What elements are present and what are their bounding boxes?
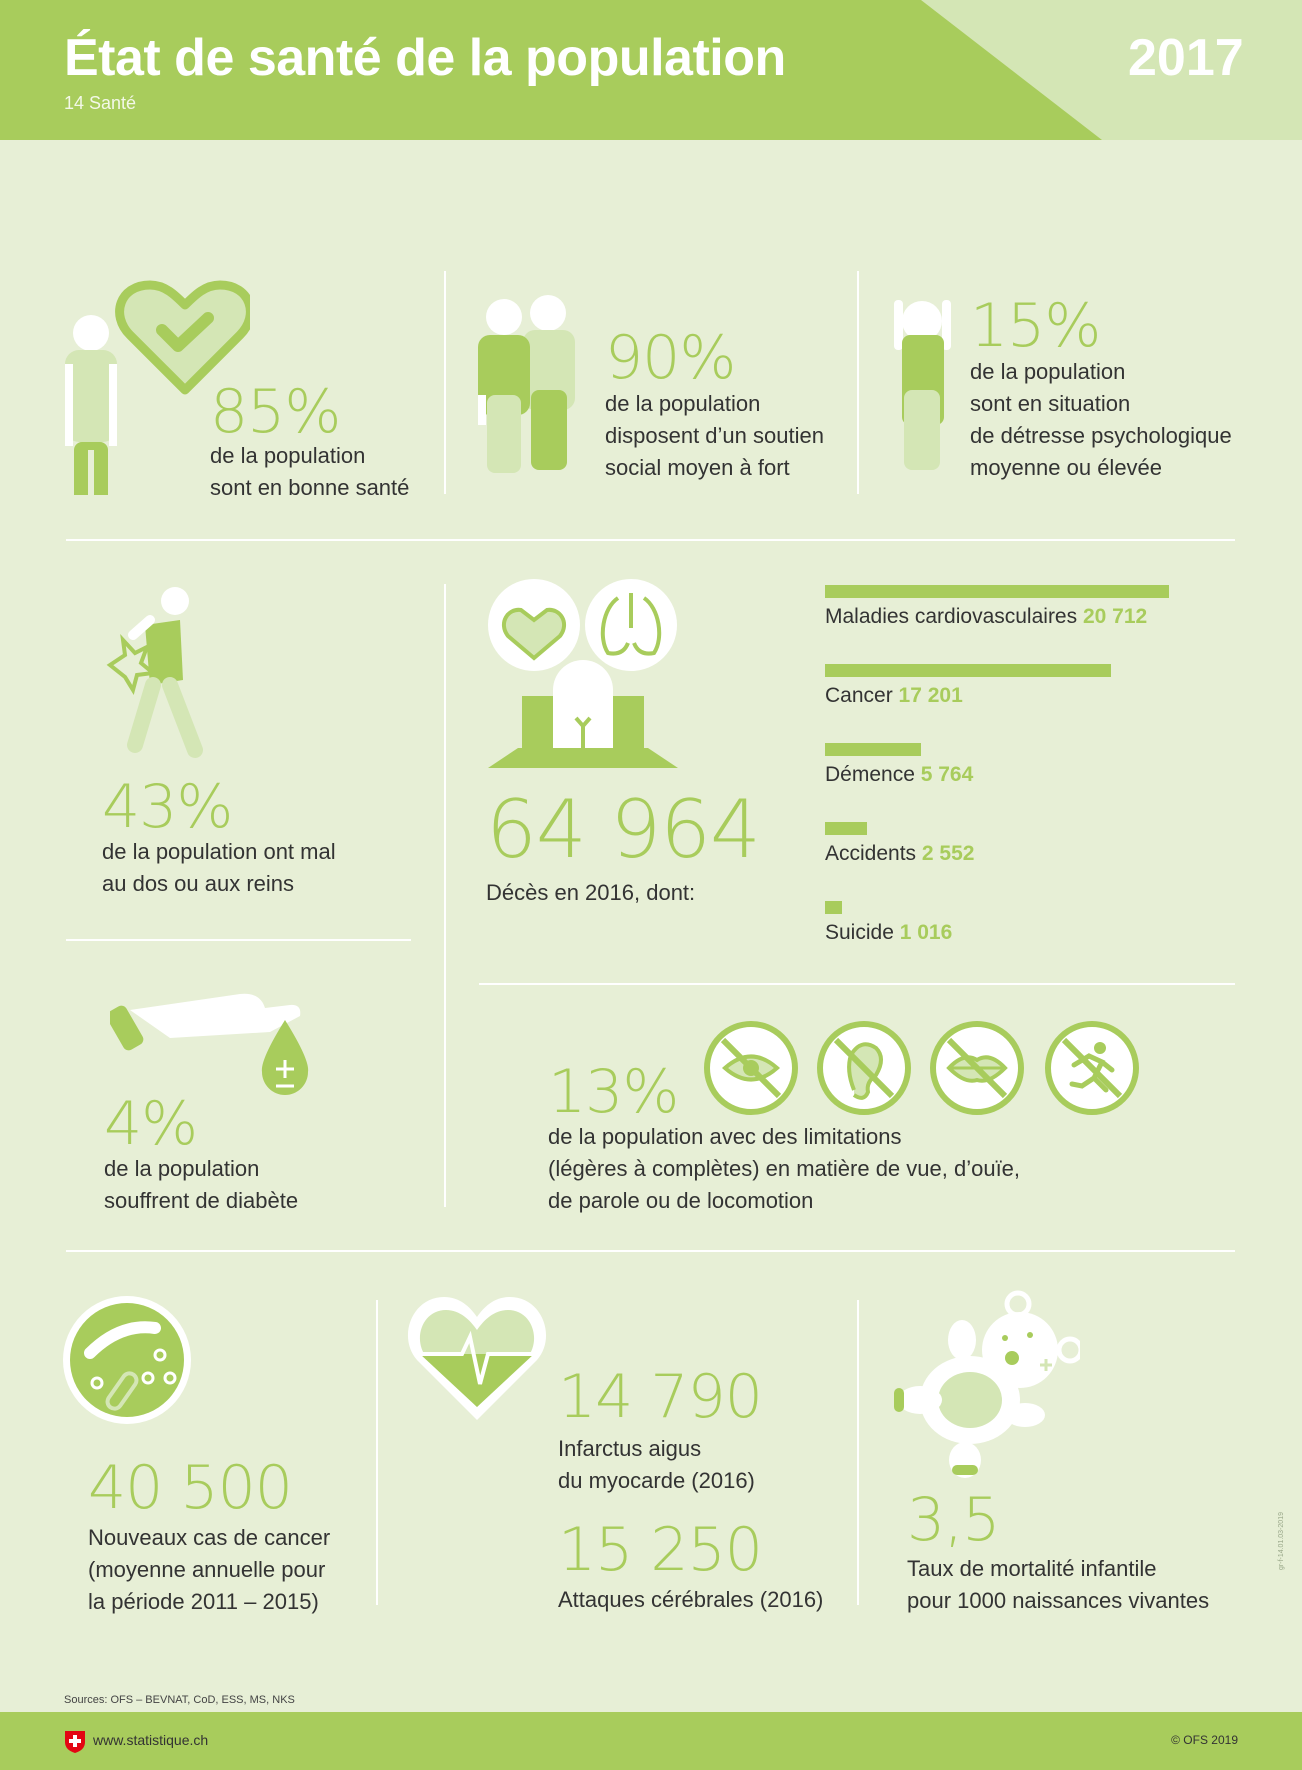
good-health-text: de la population sont en bonne santé <box>210 440 409 504</box>
bar-label: Accidents 2 552 <box>825 842 974 866</box>
back-pain-icon <box>106 587 203 758</box>
text-line: social moyen à fort <box>605 455 790 480</box>
limitations-text: de la population avec des limitations (l… <box>548 1121 1020 1217</box>
copyright: © OFS 2019 <box>1171 1733 1238 1747</box>
text-line: moyenne ou élevée <box>970 455 1163 480</box>
divider <box>66 1250 1235 1252</box>
value-label: 5 764 <box>920 763 974 786</box>
no-sight-icon <box>704 1021 798 1115</box>
value-label: 1 016 <box>899 921 953 944</box>
swiss-flag-icon <box>65 1731 85 1753</box>
divider <box>857 1300 859 1605</box>
heart-pulse-icon <box>407 1297 547 1420</box>
category-label: Suicide <box>825 921 900 944</box>
stroke-value: 15 250 <box>558 1515 763 1585</box>
header-decoration <box>921 0 1302 140</box>
infant-text: Taux de mortalité infantile pour 1000 na… <box>907 1553 1209 1617</box>
text-line: de la population avec des limitations <box>548 1124 902 1149</box>
year: 2017 <box>1128 29 1244 87</box>
text-line: de parole ou de locomotion <box>548 1188 814 1213</box>
text-line: du myocarde (2016) <box>558 1468 755 1493</box>
text-line: de la population <box>104 1156 260 1181</box>
divider <box>444 271 446 494</box>
heart-check-icon <box>65 280 250 495</box>
divider <box>66 939 411 941</box>
bar-4 <box>825 901 842 914</box>
website-link[interactable]: www.statistique.ch <box>93 1732 209 1748</box>
back-pain-text: de la population ont mal au dos ou aux r… <box>102 836 336 900</box>
text-line: au dos ou aux reins <box>102 871 295 896</box>
text-line: la période 2011 – 2015) <box>88 1589 319 1614</box>
cancer-value: 40 500 <box>88 1453 293 1523</box>
infant-value: 3,5 <box>907 1485 1000 1555</box>
diabetes-value: 4% <box>104 1089 198 1159</box>
value-label: 17 201 <box>898 684 963 707</box>
value-label: 2 552 <box>921 842 975 865</box>
text-line: de la population <box>210 443 366 468</box>
divider <box>66 539 1235 541</box>
deaths-label: Décès en 2016, dont: <box>486 880 696 905</box>
text-line: sont en bonne santé <box>210 475 410 500</box>
divider <box>479 983 1235 985</box>
text-line: Taux de mortalité infantile <box>907 1556 1157 1581</box>
text-line: (légères à complètes) en matière de vue,… <box>548 1156 1021 1181</box>
cancer-text: Nouveaux cas de cancer (moyenne annuelle… <box>88 1522 330 1618</box>
bar-label: Cancer 17 201 <box>825 684 963 708</box>
bar-2 <box>825 743 921 756</box>
grave-icon <box>488 579 678 768</box>
bar-0 <box>825 585 1169 598</box>
bar-label: Suicide 1 016 <box>825 921 952 945</box>
diabetes-text: de la population souffrent de diabète <box>104 1153 298 1217</box>
distress-text: de la population sont en situation de dé… <box>970 356 1232 484</box>
social-support-text: de la population disposent d’un soutien … <box>605 388 824 484</box>
infarct-value: 14 790 <box>558 1362 763 1432</box>
category-label: Démence <box>825 763 921 786</box>
sources: Sources: OFS – BEVNAT, CoD, ESS, MS, NKS <box>64 1694 295 1706</box>
distress-value: 15% <box>970 291 1101 361</box>
no-walking-icon <box>1045 1021 1139 1115</box>
infarct-text: Infarctus aigus du myocarde (2016) <box>558 1433 755 1497</box>
deaths-value: 64 964 <box>486 783 761 876</box>
text-line: disposent d’un soutien <box>605 423 824 448</box>
text-line: (moyenne annuelle pour <box>88 1557 326 1582</box>
bar-1 <box>825 664 1111 677</box>
divider <box>444 584 446 1207</box>
no-hearing-icon <box>817 1021 911 1115</box>
good-health-value: 85% <box>210 377 341 447</box>
text-line: de la population <box>605 391 761 416</box>
graphic-code: gr-f-14.01.03-2019 <box>1278 1512 1285 1570</box>
text-line: pour 1000 naissances vivantes <box>907 1588 1210 1613</box>
value-label: 20 712 <box>1082 605 1148 628</box>
text-line: Infarctus aigus <box>558 1436 702 1461</box>
limitations-value: 13% <box>548 1057 679 1127</box>
text-line: de la population <box>970 359 1126 384</box>
stroke-text: Attaques cérébrales (2016) <box>558 1587 824 1612</box>
bar-label: Démence 5 764 <box>825 763 973 787</box>
text-line: de la population ont mal <box>102 839 336 864</box>
page-title: État de santé de la population <box>64 29 786 87</box>
social-support-value: 90% <box>605 323 736 393</box>
divider <box>857 271 859 494</box>
divider <box>376 1300 378 1605</box>
text-line: Nouveaux cas de cancer <box>88 1525 331 1550</box>
text-line: sont en situation <box>970 391 1131 416</box>
hand-drop-icon <box>110 993 309 1095</box>
page-subtitle: 14 Santé <box>64 93 137 113</box>
bar-label: Maladies cardiovasculaires 20 712 <box>825 605 1147 629</box>
bar-3 <box>825 822 868 835</box>
person-holding-head-icon <box>894 300 951 470</box>
no-speech-icon <box>930 1021 1024 1115</box>
header: État de santé de la population 14 Santé … <box>0 0 1302 140</box>
category-label: Maladies cardiovasculaires <box>825 605 1083 628</box>
category-label: Accidents <box>825 842 922 865</box>
footer: www.statistique.ch © OFS 2019 <box>0 1712 1302 1770</box>
text-line: de détresse psychologique <box>970 423 1232 448</box>
two-people-icon <box>478 295 575 473</box>
back-pain-value: 43% <box>102 772 233 842</box>
category-label: Cancer <box>825 684 899 707</box>
text-line: souffrent de diabète <box>104 1188 299 1213</box>
teddy-bear-icon <box>894 1290 1080 1478</box>
cell-icon <box>63 1296 191 1424</box>
